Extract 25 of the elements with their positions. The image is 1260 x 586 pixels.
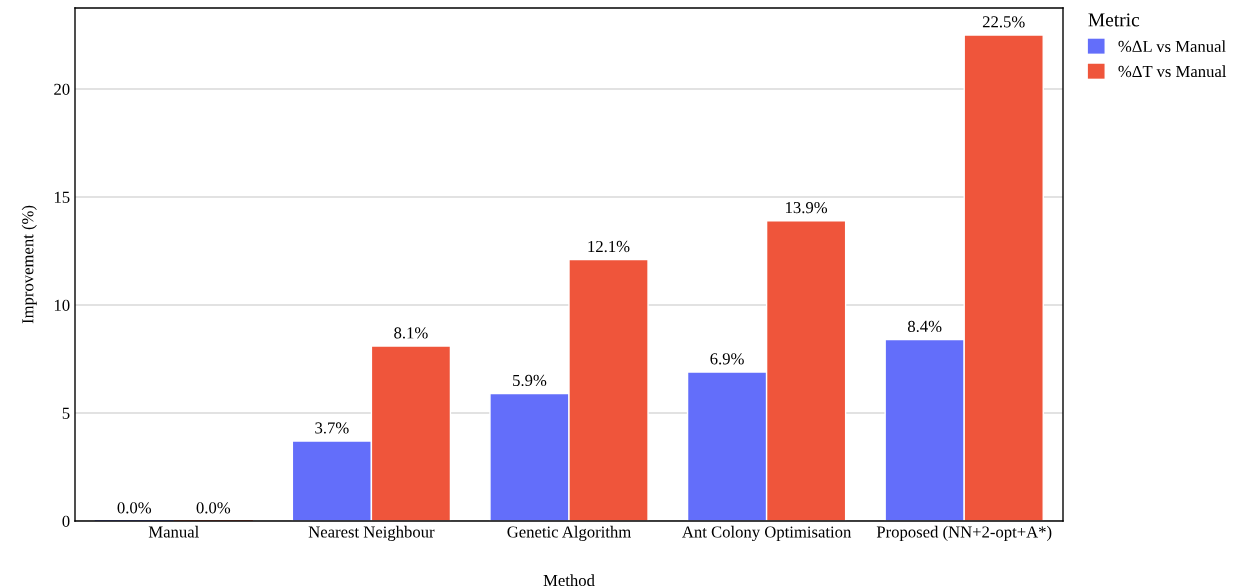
y-tick-label: 20 (54, 83, 70, 95)
x-tick-label: Manual (148, 525, 199, 538)
legend-title: Metric (1088, 13, 1140, 27)
legend-label: %ΔL vs Manual (1118, 40, 1226, 53)
data-label: 0.0% (117, 502, 152, 514)
x-tick-label: Genetic Algorithm (507, 525, 631, 542)
y-tick-label: 5 (62, 407, 70, 419)
y-tick-label: 15 (54, 191, 70, 203)
y-tick-label: 0 (62, 515, 70, 527)
data-label: 8.4% (907, 320, 942, 333)
y-tick-label: 10 (54, 299, 70, 311)
data-label: 22.5% (982, 16, 1025, 28)
legend-label: %ΔT vs Manual (1118, 65, 1227, 78)
data-label: 12.1% (588, 240, 630, 253)
data-label: 3.7% (315, 422, 349, 434)
x-tick-label: Proposed (NN+2-opt+A*) (876, 525, 1052, 541)
data-label: 0.0% (196, 502, 231, 514)
x-tick-label: Ant Colony Optimisation (682, 525, 852, 542)
data-label: 8.1% (394, 327, 428, 339)
x-axis-title: Method (543, 574, 595, 586)
data-label: 5.9% (513, 374, 547, 387)
y-axis-title: Improvement (%) (21, 205, 37, 324)
data-label: 13.9% (786, 201, 828, 214)
x-tick-label: Nearest Neighbour (308, 525, 435, 542)
data-label: 6.9% (710, 353, 744, 365)
